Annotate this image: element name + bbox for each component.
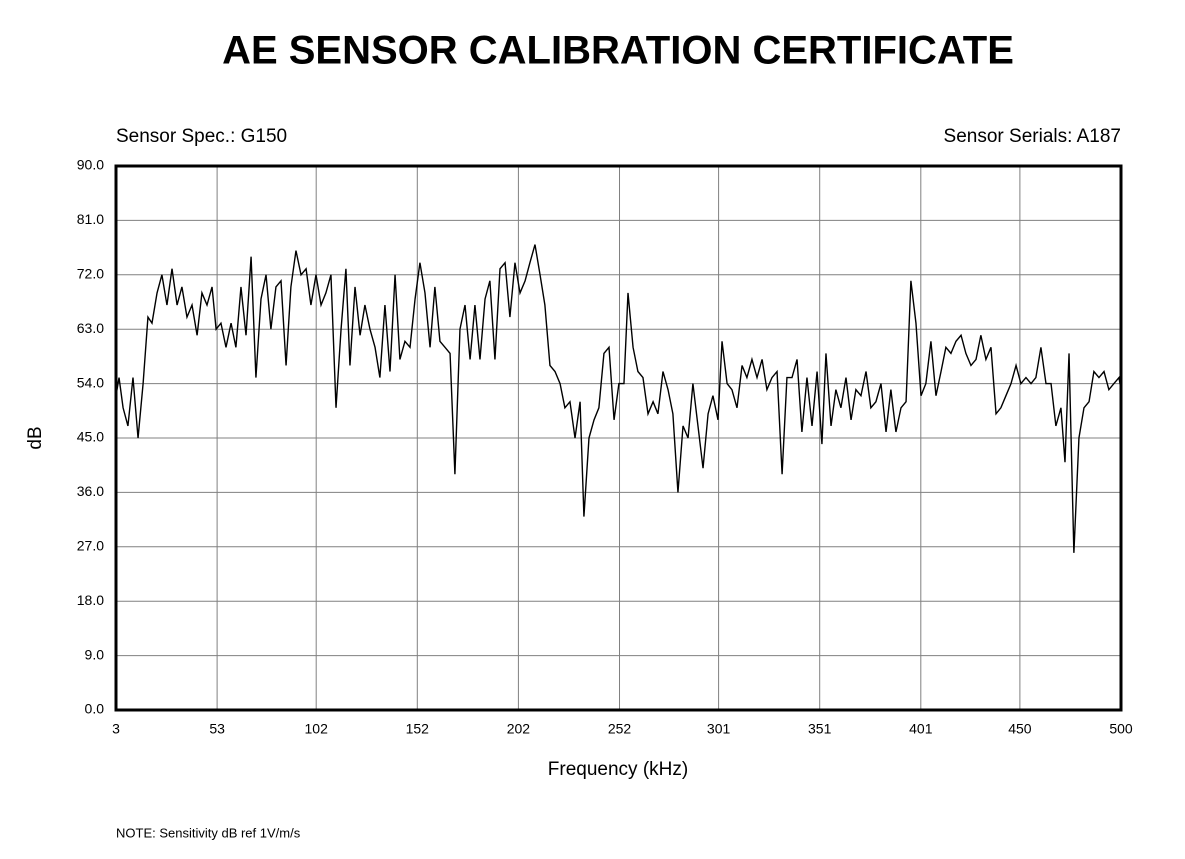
x-tick-label: 202 xyxy=(507,721,531,737)
x-tick-label: 500 xyxy=(1109,721,1133,737)
x-tick-label: 401 xyxy=(909,721,933,737)
sensor-spec: Sensor Spec.: G150 xyxy=(116,126,287,147)
y-tick-label: 0.0 xyxy=(85,701,105,717)
y-tick-label: 36.0 xyxy=(77,483,104,499)
y-axis-label: dB xyxy=(25,426,46,449)
y-tick-label: 27.0 xyxy=(77,538,104,554)
note: NOTE: Sensitivity dB ref 1V/m/s xyxy=(116,825,301,840)
y-tick-label: 18.0 xyxy=(77,592,104,608)
y-tick-label: 81.0 xyxy=(77,211,104,227)
sensor-serials: Sensor Serials: A187 xyxy=(944,126,1121,147)
chart-title: AE SENSOR CALIBRATION CERTIFICATE xyxy=(222,29,1014,73)
plot-frame xyxy=(114,164,1123,712)
data-line xyxy=(115,244,1122,553)
y-tick-label: 45.0 xyxy=(77,429,104,445)
x-tick-label: 252 xyxy=(608,721,632,737)
x-tick-label: 301 xyxy=(707,721,731,737)
x-tick-label: 351 xyxy=(808,721,832,737)
x-axis-label: Frequency (kHz) xyxy=(548,759,688,780)
y-tick-label: 54.0 xyxy=(77,374,104,390)
y-tick-label: 63.0 xyxy=(77,320,104,336)
y-tick-label: 72.0 xyxy=(77,266,104,282)
x-tick-label: 152 xyxy=(406,721,430,737)
x-tick-label: 102 xyxy=(305,721,329,737)
x-tick-label: 53 xyxy=(209,721,225,737)
x-tick-label: 3 xyxy=(112,721,120,737)
y-tick-label: 90.0 xyxy=(77,157,104,173)
y-tick-label: 9.0 xyxy=(85,646,105,662)
x-tick-label: 450 xyxy=(1008,721,1032,737)
